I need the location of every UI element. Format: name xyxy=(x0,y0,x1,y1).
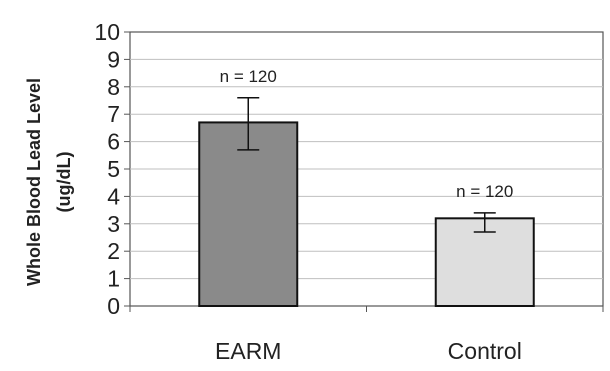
y-axis-label-line2: (ug/dL) xyxy=(54,152,74,213)
y-tick-label: 8 xyxy=(107,74,120,100)
y-tick-label: 10 xyxy=(94,19,120,45)
y-tick-label: 2 xyxy=(107,238,120,264)
y-axis-label-line1: Whole Blood Lead Level xyxy=(24,78,44,286)
data-annotation: n = 120 xyxy=(456,182,513,201)
bar xyxy=(434,217,535,308)
y-tick-label: 0 xyxy=(107,293,120,319)
y-tick-label: 5 xyxy=(107,156,120,182)
y-tick-label: 9 xyxy=(107,46,120,72)
x-category-label: Control xyxy=(448,338,522,364)
y-tick-label: 7 xyxy=(107,101,120,127)
data-annotation: n = 120 xyxy=(220,67,277,86)
y-tick-label: 3 xyxy=(107,211,120,237)
y-tick-label: 4 xyxy=(107,183,120,209)
bar xyxy=(198,121,299,307)
y-tick-label: 6 xyxy=(107,129,120,155)
y-tick-label: 1 xyxy=(107,266,120,292)
y-axis-label: Whole Blood Lead Level (ug/dL) xyxy=(24,78,74,286)
x-category-label: EARM xyxy=(215,338,281,364)
